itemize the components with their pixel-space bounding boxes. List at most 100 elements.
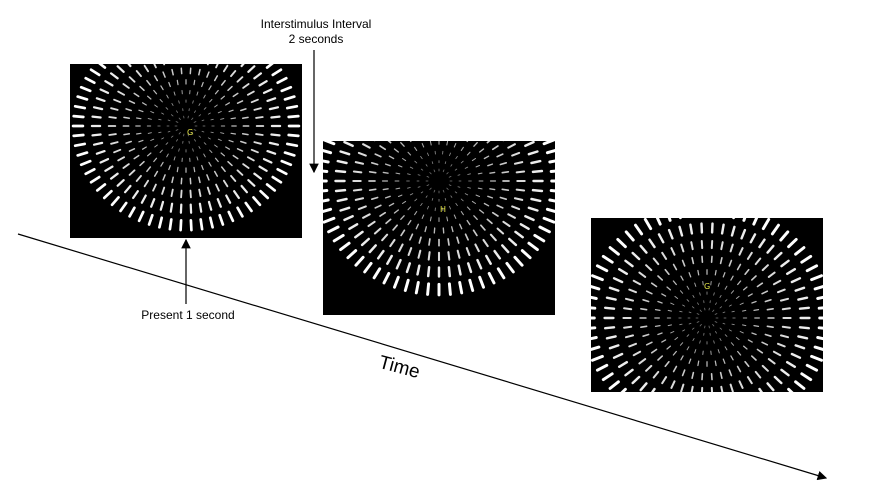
tunnel-stripe	[253, 172, 263, 180]
tunnel-stripe	[720, 223, 725, 235]
tunnel-stripe	[92, 141, 104, 146]
tunnel-stripe	[323, 149, 333, 155]
tunnel-stripe	[780, 334, 789, 339]
tunnel-stripe	[601, 372, 614, 382]
tunnel-stripe	[236, 169, 244, 176]
tunnel-stripe	[125, 108, 132, 112]
tunnel-stripe	[429, 141, 432, 146]
tunnel-stripe	[271, 175, 283, 184]
tunnel-stripe	[738, 380, 744, 389]
tunnel-stripe	[661, 251, 668, 260]
tunnel-stripe	[642, 333, 650, 337]
tunnel-stripe	[595, 363, 609, 372]
tunnel-stripe	[686, 285, 690, 290]
tunnel-stripe	[206, 186, 211, 195]
tunnel-stripe	[527, 206, 539, 212]
tunnel-stripe	[608, 344, 620, 350]
tunnel-stripe	[146, 166, 152, 173]
tunnel-stripe	[207, 200, 213, 211]
tunnel-stripe	[203, 107, 207, 110]
tunnel-stripe	[196, 156, 199, 161]
tunnel-stripe	[220, 152, 225, 157]
tunnel-stripe	[724, 346, 728, 351]
tunnel-stripe	[513, 255, 524, 267]
tunnel-stripe	[715, 331, 717, 334]
tunnel-stripe	[176, 110, 178, 113]
tunnel-stripe	[414, 146, 418, 151]
tunnel-stripe	[147, 132, 152, 134]
tunnel-stripe	[146, 152, 152, 157]
stimulus-letter-3: G	[704, 282, 711, 291]
tunnel-stripe	[712, 309, 715, 312]
tunnel-stripe	[332, 233, 345, 243]
tunnel-stripe	[456, 236, 460, 244]
tunnel-stripe	[810, 354, 823, 362]
tunnel-stripe	[545, 207, 555, 213]
tunnel-stripe	[714, 269, 717, 276]
tunnel-stripe	[373, 227, 382, 235]
tunnel-stripe	[777, 288, 786, 294]
tunnel-stripe	[246, 90, 255, 96]
tunnel-stripe	[384, 195, 391, 199]
tunnel-stripe	[766, 382, 775, 392]
tunnel-stripe	[401, 157, 407, 162]
tunnel-stripe	[453, 143, 457, 148]
tunnel-stripe	[652, 370, 660, 379]
tunnel-stripe	[451, 226, 454, 233]
tunnel-stripe	[511, 151, 521, 157]
tunnel-stripe	[420, 168, 424, 171]
tunnel-stripe	[393, 275, 400, 289]
tunnel-stripe	[477, 172, 483, 175]
tunnel-stripe	[548, 198, 555, 203]
tunnel-stripe	[679, 342, 684, 346]
tunnel-stripe	[225, 146, 230, 150]
tunnel-stripe	[714, 321, 718, 323]
tunnel-stripe	[686, 346, 690, 351]
tunnel-stripe	[113, 98, 122, 104]
tunnel-stripe	[632, 350, 642, 357]
tunnel-stripe	[198, 188, 202, 198]
tunnel-stripe	[387, 141, 392, 144]
tunnel-stripe	[167, 130, 171, 133]
tunnel-stripe	[661, 376, 668, 385]
tunnel-stripe	[161, 112, 165, 115]
tunnel-stripe	[158, 118, 162, 121]
tunnel-stripe	[591, 336, 598, 341]
tunnel-stripe	[640, 308, 648, 311]
tunnel-stripe	[446, 172, 449, 175]
tunnel-stripe	[194, 110, 196, 113]
tunnel-stripe	[697, 331, 699, 334]
tunnel-stripe	[634, 223, 644, 236]
tunnel-stripe	[692, 327, 695, 330]
tunnel-stripe	[407, 247, 413, 257]
tunnel-stripe	[401, 200, 407, 205]
tunnel-stripe	[352, 170, 363, 174]
tunnel-stripe	[548, 159, 555, 164]
tunnel-stripe	[161, 186, 166, 195]
tunnel-stripe	[595, 264, 609, 273]
tunnel-stripe	[740, 228, 747, 240]
tunnel-stripe	[682, 329, 686, 332]
tunnel-stripe	[457, 174, 461, 176]
tunnel-stripe	[631, 375, 641, 385]
tunnel-stripe	[785, 360, 797, 369]
tunnel-stripe	[758, 387, 764, 392]
tunnel-stripe	[761, 218, 771, 231]
tunnel-stripe	[414, 281, 420, 295]
tunnel-stripe	[679, 290, 684, 294]
tunnel-stripe	[153, 75, 159, 82]
tunnel-stripe	[591, 326, 597, 330]
tunnel-stripe	[176, 79, 179, 86]
tunnel-stripe	[198, 114, 202, 117]
tunnel-stripe	[667, 309, 672, 312]
tunnel-stripe	[699, 340, 701, 344]
tunnel-stripe	[137, 210, 145, 223]
tunnel-stripe	[363, 261, 373, 274]
tunnel-stripe	[751, 332, 757, 336]
tunnel-stripe	[672, 365, 678, 373]
tunnel-stripe	[433, 189, 436, 193]
tunnel-stripe	[253, 107, 262, 111]
tunnel-stripe	[722, 311, 726, 314]
tunnel-stripe	[357, 205, 367, 211]
tunnel-stripe	[392, 224, 398, 231]
